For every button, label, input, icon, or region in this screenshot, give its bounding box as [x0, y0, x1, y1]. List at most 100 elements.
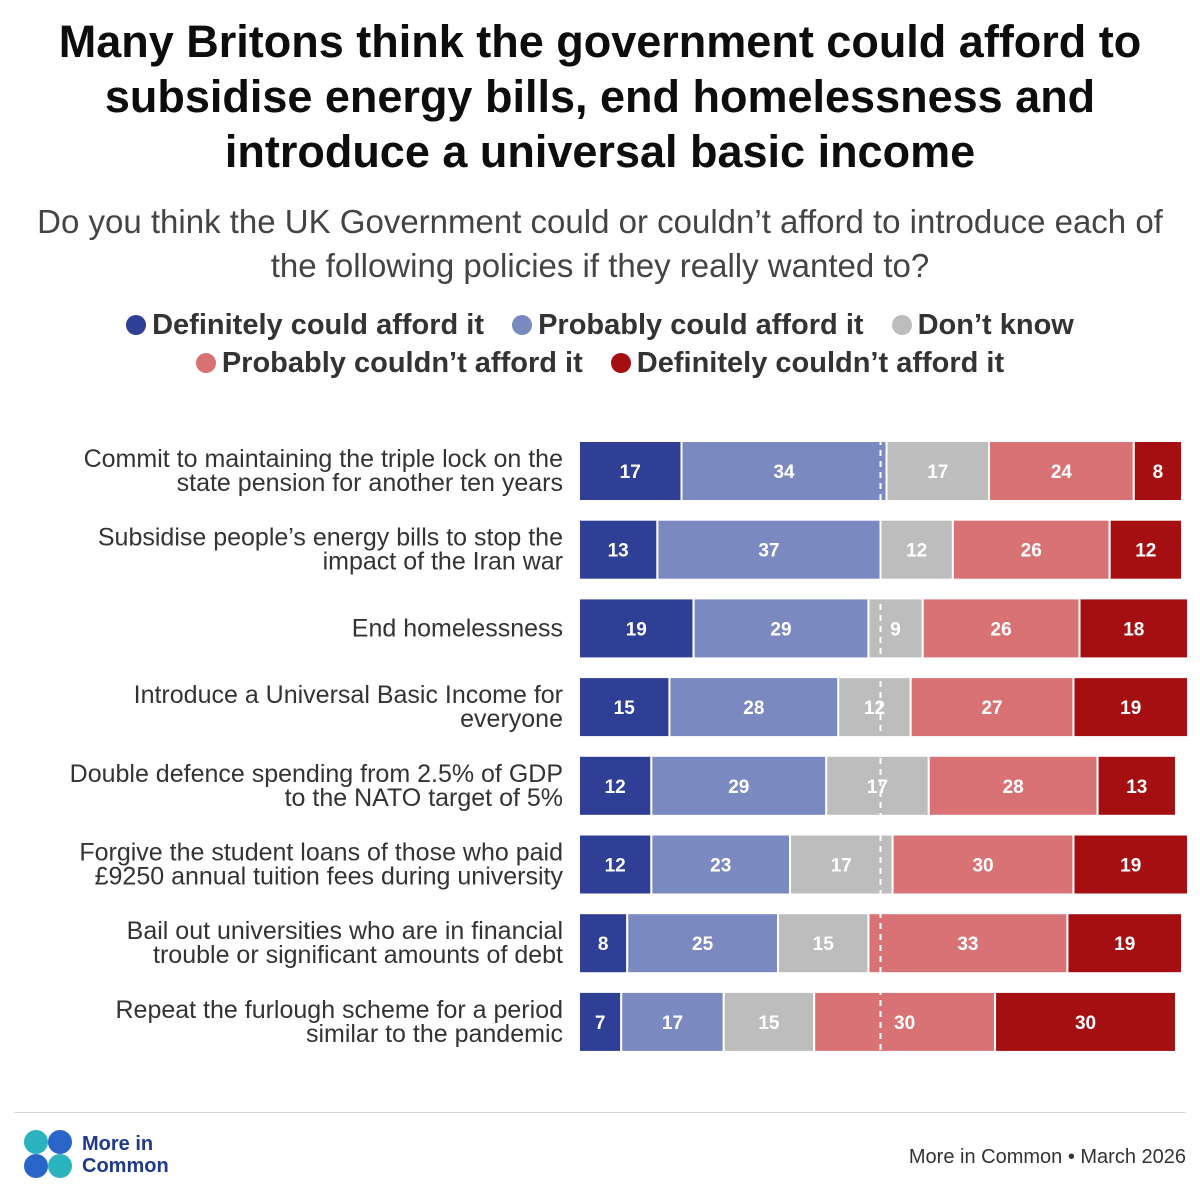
bar-value-label-definitely-could-afford-it-4: 15 — [614, 698, 636, 719]
bar-segment-definitely-could-afford-it-7 — [578, 912, 629, 975]
legend-swatch-definitely-couldnt — [610, 353, 631, 373]
legend-item-probably-couldnt: Probably couldn’t afford it — [195, 344, 583, 382]
bar-value-label-probably-could-afford-it-8: 17 — [662, 1013, 683, 1034]
bar-value-label-definitely-could-afford-it-2: 13 — [608, 541, 629, 562]
bar-segment-don-t-know-5 — [825, 754, 930, 817]
category-label-6: Forgive the student loans of those who p… — [79, 839, 563, 891]
category-label-4: Introduce a Universal Basic Income for ev… — [134, 681, 563, 733]
bar-segment-definitely-could-afford-it-5 — [578, 754, 653, 817]
bar-value-label-probably-could-afford-it-1: 34 — [773, 462, 795, 483]
category-label-2: Subsidise people’s energy bills to stop … — [98, 524, 563, 576]
more-in-common-logo-icon — [24, 1130, 72, 1178]
bar-segment-probably-couldn-t-afford-it-7 — [867, 912, 1069, 975]
bar-segment-probably-couldn-t-afford-it-2 — [951, 518, 1111, 581]
bar-segment-probably-couldn-t-afford-it-5 — [927, 754, 1099, 817]
bar-row-8: Repeat the furlough scheme for a period s… — [116, 990, 1177, 1053]
bar-value-label-don-t-know-7: 15 — [813, 934, 835, 955]
bar-row-4: Introduce a Universal Basic Income for ev… — [134, 676, 1190, 739]
bar-value-label-don-t-know-3: 9 — [890, 619, 901, 640]
bar-segment-definitely-couldn-t-afford-it-7 — [1066, 912, 1184, 975]
bar-segment-definitely-could-afford-it-1 — [578, 440, 683, 502]
bar-row-3: End homelessness 19 29 9 26 18 — [352, 597, 1190, 660]
bar-value-label-probably-could-afford-it-4: 28 — [743, 698, 764, 719]
bar-value-label-probably-could-afford-it-7: 25 — [692, 934, 714, 955]
legend-swatch-probably-couldnt — [195, 353, 216, 373]
bar-row-2: Subsidise people’s energy bills to stop … — [98, 518, 1184, 581]
bar-value-label-don-t-know-1: 17 — [927, 462, 948, 483]
chart-subtitle: Do you think the UK Government could or … — [37, 203, 1163, 284]
bar-segment-don-t-know-8 — [722, 990, 816, 1053]
bar-value-label-probably-could-afford-it-5: 29 — [728, 777, 749, 798]
legend: Definitely could afford it Probably coul… — [20, 306, 1180, 382]
bar-segment-probably-could-afford-it-1 — [680, 440, 888, 502]
bar-value-label-definitely-couldn-t-afford-it-8: 30 — [1075, 1013, 1096, 1034]
bar-segment-definitely-couldn-t-afford-it-3 — [1078, 597, 1190, 660]
bar-row-5: Double defence spending from 2.5% of GDP… — [70, 754, 1177, 817]
bar-segment-don-t-know-2 — [879, 518, 954, 581]
legend-item-dont-know: Don’t know — [891, 306, 1074, 344]
bar-value-label-don-t-know-6: 17 — [831, 856, 852, 877]
category-label-3: End homelessness — [352, 614, 563, 642]
bar-value-label-don-t-know-5: 17 — [867, 777, 888, 798]
bar-segment-definitely-couldn-t-afford-it-1 — [1132, 440, 1184, 502]
bar-value-label-probably-couldn-t-afford-it-4: 27 — [981, 698, 1002, 719]
bar-segment-probably-could-afford-it-2 — [656, 518, 882, 581]
legend-label-probably-couldnt: Probably couldn’t afford it — [221, 347, 583, 379]
legend-label-probably-could: Probably could afford it — [538, 309, 864, 341]
bar-value-label-probably-could-afford-it-3: 29 — [770, 619, 791, 640]
bar-value-label-definitely-could-afford-it-3: 19 — [626, 619, 647, 640]
bar-segment-don-t-know-4 — [837, 676, 912, 739]
legend-row-2: Probably couldn’t afford it Definitely c… — [20, 344, 1180, 382]
bar-segment-probably-could-afford-it-8 — [620, 990, 725, 1053]
legend-swatch-probably-could — [512, 315, 533, 335]
logo-wordmark-line2: Common — [82, 1155, 169, 1177]
bar-segment-don-t-know-6 — [789, 833, 894, 896]
bar-value-label-definitely-couldn-t-afford-it-6: 19 — [1120, 856, 1141, 877]
bar-segment-don-t-know-3 — [867, 597, 924, 660]
bar-segment-definitely-couldn-t-afford-it-5 — [1096, 754, 1177, 817]
stacked-bar-chart: Commit to maintaining the triple lock on… — [70, 439, 1190, 1054]
bar-segment-definitely-could-afford-it-2 — [578, 518, 659, 581]
bar-segment-definitely-couldn-t-afford-it-4 — [1072, 676, 1190, 739]
legend-label-definitely-could: Definitely could afford it — [152, 309, 485, 341]
logo-wordmark-line1: More in — [82, 1133, 154, 1155]
bar-value-label-definitely-couldn-t-afford-it-7: 19 — [1114, 934, 1135, 955]
bar-segment-probably-could-afford-it-5 — [650, 754, 828, 817]
bar-segment-probably-couldn-t-afford-it-4 — [909, 676, 1075, 739]
bar-segment-definitely-could-afford-it-3 — [578, 597, 695, 660]
bar-value-label-probably-couldn-t-afford-it-2: 26 — [1021, 541, 1042, 562]
bar-value-label-definitely-couldn-t-afford-it-4: 19 — [1120, 698, 1141, 719]
bar-segment-definitely-couldn-t-afford-it-6 — [1072, 833, 1190, 896]
legend-item-probably-could: Probably could afford it — [512, 306, 864, 344]
bar-segment-definitely-could-afford-it-8 — [578, 990, 623, 1053]
bar-row-6: Forgive the student loans of those who p… — [79, 833, 1190, 896]
bar-row-1: Commit to maintaining the triple lock on… — [84, 440, 1184, 502]
bar-value-label-probably-couldn-t-afford-it-3: 26 — [991, 619, 1012, 640]
legend-label-dont-know: Don’t know — [917, 309, 1074, 341]
bar-value-label-definitely-couldn-t-afford-it-3: 18 — [1123, 619, 1144, 640]
bar-value-label-probably-could-afford-it-2: 37 — [758, 541, 779, 562]
bar-segment-probably-couldn-t-afford-it-1 — [988, 440, 1135, 502]
bar-value-label-probably-couldn-t-afford-it-8: 30 — [894, 1013, 915, 1034]
category-label-5: Double defence spending from 2.5% of GDP… — [70, 760, 563, 812]
legend-row-1: Definitely could afford it Probably coul… — [20, 306, 1180, 344]
bar-value-label-definitely-couldn-t-afford-it-1: 8 — [1153, 462, 1164, 483]
bar-value-label-probably-couldn-t-afford-it-6: 30 — [972, 856, 993, 877]
legend-swatch-definitely-could — [126, 315, 147, 335]
bar-segment-probably-could-afford-it-3 — [692, 597, 870, 660]
bar-segment-probably-could-afford-it-4 — [668, 676, 840, 739]
category-label-1: Commit to maintaining the triple lock on… — [84, 445, 563, 497]
bar-row-7: Bail out universities who are in financi… — [127, 912, 1184, 975]
bar-segment-definitely-couldn-t-afford-it-8 — [994, 990, 1177, 1053]
bar-value-label-definitely-couldn-t-afford-it-2: 12 — [1135, 541, 1156, 562]
legend-item-definitely-could: Definitely could afford it — [126, 306, 484, 344]
category-label-7: Bail out universities who are in financi… — [127, 917, 563, 969]
bar-value-label-probably-couldn-t-afford-it-1: 24 — [1051, 462, 1073, 483]
bar-segment-definitely-couldn-t-afford-it-2 — [1108, 518, 1184, 581]
bar-value-label-definitely-could-afford-it-8: 7 — [595, 1013, 606, 1034]
bar-value-label-definitely-could-afford-it-7: 8 — [598, 934, 609, 955]
bar-segment-don-t-know-7 — [776, 912, 870, 975]
bar-value-label-probably-couldn-t-afford-it-7: 33 — [957, 934, 978, 955]
bar-segment-definitely-could-afford-it-4 — [578, 676, 671, 739]
bar-value-label-probably-couldn-t-afford-it-5: 28 — [1003, 777, 1024, 798]
